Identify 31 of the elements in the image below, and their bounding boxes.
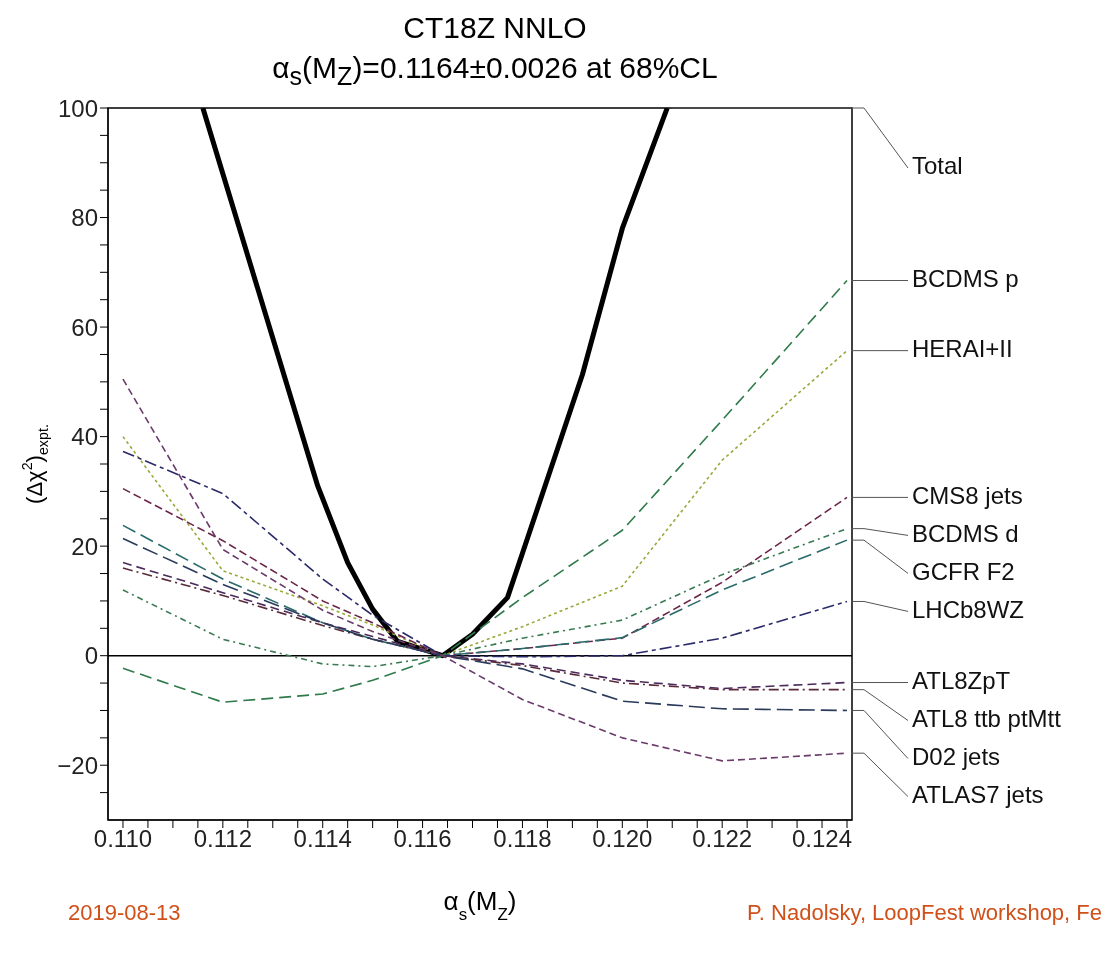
y-tick-label: 0: [84, 642, 98, 670]
y-tick-label: 80: [71, 204, 98, 232]
y-tick-label: 40: [71, 423, 98, 451]
x-tick-label: 0.122: [692, 825, 753, 853]
text: ATL8ZpT: [912, 666, 1011, 694]
text: D02 jets: [912, 742, 1001, 770]
text: P. Nadolsky, LoopFest workshop, Fe: [746, 900, 1102, 926]
x-tick-label: 0.112: [193, 825, 252, 853]
y-tick-label: 100: [57, 94, 98, 122]
text: Total: [912, 152, 963, 180]
x-tick-label: 0.118: [493, 825, 552, 853]
text: CMS8 jets: [912, 481, 1023, 509]
x-tick-label: 0.120: [592, 825, 653, 853]
y-tick-label: 60: [71, 313, 98, 341]
text: HERAI+II: [912, 334, 1013, 362]
y-tick-label: 20: [71, 532, 98, 560]
text: BCDMS p: [912, 264, 1019, 292]
chart-subtitle: α$_{s}$(M$_{Z}$)=0.1164±0.0026 at 68%CL: [271, 50, 719, 92]
text: ATL8 ttb ptMtt: [912, 704, 1062, 732]
x-tick-label: 0.110: [93, 825, 153, 853]
text: GCFR F2: [912, 557, 1015, 585]
text: LHCb8WZ: [912, 595, 1025, 623]
x-tick-label: 0.114: [293, 825, 352, 853]
text: BCDMS d: [912, 519, 1019, 547]
x-tick-label: 0.124: [792, 825, 853, 853]
chart-title: CT18Z NNLO: [402, 10, 588, 46]
text: ATLAS7 jets: [912, 780, 1044, 808]
text: 2019-08-13: [68, 900, 181, 926]
x-tick-label: 0.116: [393, 825, 452, 853]
y-tick-label: −20: [57, 751, 98, 779]
x-axis-title: α$_{s}$(M$_{Z}$): [443, 886, 517, 924]
